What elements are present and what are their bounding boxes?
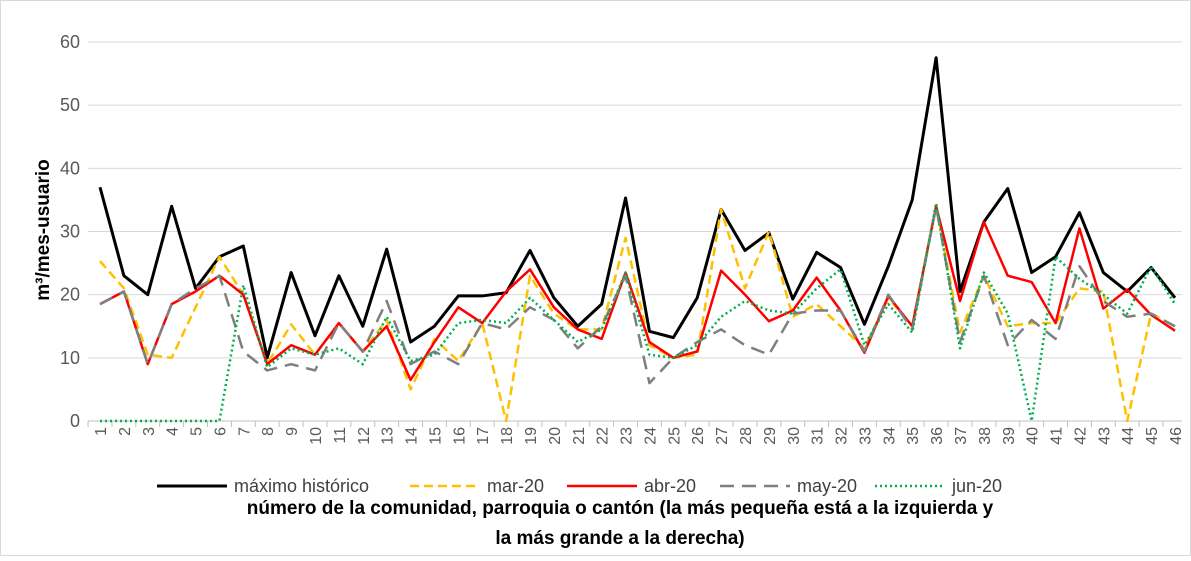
x-tick-label: 38 <box>977 427 994 445</box>
x-tick-label: 14 <box>404 427 421 445</box>
x-tick-label: 23 <box>619 427 636 445</box>
x-tick-label: 25 <box>666 427 683 445</box>
legend-label: mar-20 <box>487 476 544 496</box>
x-tick-label: 33 <box>857 427 874 445</box>
x-tick-label: 29 <box>762 427 779 445</box>
y-tick-label: 20 <box>60 285 80 305</box>
x-tick-label: 32 <box>834 427 851 445</box>
y-tick-label: 0 <box>70 411 80 431</box>
x-tick-label: 12 <box>356 427 373 445</box>
legend-label: jun-20 <box>951 476 1002 496</box>
x-tick-label: 36 <box>929 427 946 445</box>
x-tick-label: 24 <box>642 427 659 445</box>
x-tick-label: 3 <box>141 427 158 436</box>
x-tick-label: 20 <box>547 427 564 445</box>
x-tick-label: 44 <box>1120 427 1137 445</box>
legend-label: abr-20 <box>644 476 696 496</box>
x-tick-label: 9 <box>284 427 301 436</box>
x-tick-label: 21 <box>571 427 588 445</box>
series-line <box>99 204 1176 382</box>
x-tick-label: 43 <box>1096 427 1113 445</box>
x-tick-label: 31 <box>810 427 827 445</box>
y-tick-label: 30 <box>60 222 80 242</box>
x-tick-label: 27 <box>714 427 731 445</box>
x-tick-label: 19 <box>523 427 540 445</box>
x-tick-label: 17 <box>475 427 492 445</box>
x-tick-label: 1 <box>93 427 110 436</box>
x-tick-label: 10 <box>308 427 325 445</box>
y-tick-label: 50 <box>60 95 80 115</box>
y-tick-label: 10 <box>60 348 80 368</box>
x-tick-label: 41 <box>1049 427 1066 445</box>
x-tick-label: 8 <box>260 427 277 436</box>
x-tick-label: 5 <box>189 427 206 436</box>
x-tick-label: 45 <box>1144 427 1161 445</box>
legend-label: máximo histórico <box>234 476 369 496</box>
x-tick-label: 15 <box>427 427 444 445</box>
x-tick-label: 35 <box>905 427 922 445</box>
x-tick-label: 4 <box>165 427 182 436</box>
x-tick-label: 16 <box>451 427 468 445</box>
x-axis-label: la más grande a la derecha) <box>495 528 744 549</box>
x-tick-label: 7 <box>236 427 253 436</box>
x-tick-label: 46 <box>1168 427 1185 445</box>
y-tick-label: 60 <box>60 32 80 52</box>
x-tick-label: 28 <box>738 427 755 445</box>
y-tick-label: 40 <box>60 158 80 178</box>
x-tick-label: 13 <box>380 427 397 445</box>
x-tick-label: 18 <box>499 427 516 445</box>
x-tick-label: 2 <box>117 427 134 436</box>
series-line <box>98 56 1177 360</box>
x-tick-label: 42 <box>1072 427 1089 445</box>
x-tick-label: 11 <box>332 427 349 444</box>
x-tick-label: 39 <box>1001 427 1018 445</box>
x-tick-label: 37 <box>953 427 970 445</box>
series-line <box>99 204 1176 423</box>
y-axis-label: m³/mes-usuario <box>33 159 54 300</box>
x-tick-label: 26 <box>690 427 707 445</box>
legend-label: may-20 <box>797 476 857 496</box>
x-tick-label: 34 <box>881 427 898 445</box>
x-tick-label: 40 <box>1025 427 1042 445</box>
x-axis-label: número de la comunidad, parroquia o cant… <box>247 498 994 519</box>
x-tick-label: 30 <box>786 427 803 445</box>
x-tick-label: 6 <box>212 427 229 436</box>
x-tick-label: 22 <box>595 427 612 445</box>
